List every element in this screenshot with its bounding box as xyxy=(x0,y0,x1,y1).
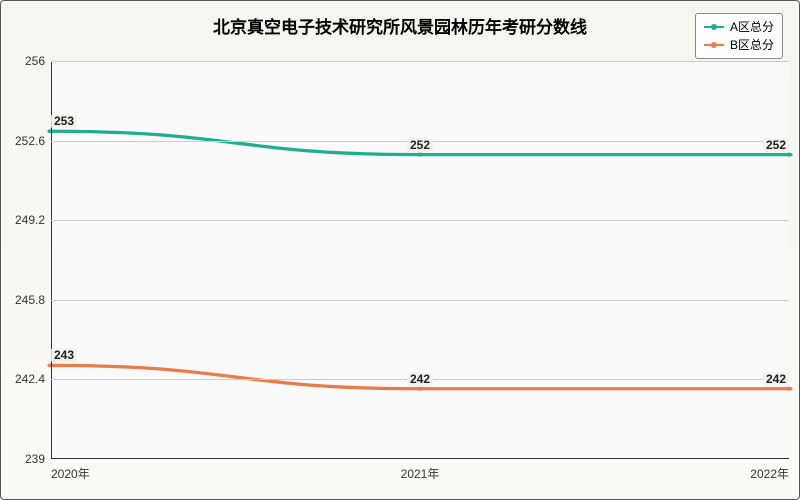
legend-swatch xyxy=(704,26,724,28)
series-marker xyxy=(416,153,423,157)
x-tick-label: 2021年 xyxy=(401,459,440,482)
chart-title: 北京真空电子技术研究所风景园林历年考研分数线 xyxy=(1,13,799,38)
y-tick-label: 252.6 xyxy=(15,134,51,148)
grid-line xyxy=(51,61,789,62)
x-tick-label: 2022年 xyxy=(750,459,789,482)
chart-container: 北京真空电子技术研究所风景园林历年考研分数线 A区总分B区总分 239242.4… xyxy=(0,0,800,500)
y-tick-label: 249.2 xyxy=(15,213,51,227)
y-tick-label: 239 xyxy=(25,452,51,466)
y-tick-label: 242.4 xyxy=(15,372,51,386)
y-tick-label: 256 xyxy=(25,54,51,68)
legend-label: B区总分 xyxy=(730,36,774,54)
series-marker xyxy=(416,387,423,391)
plot-area: 239242.4245.8249.2252.62562020年2021年2022… xyxy=(51,61,789,459)
legend-item: B区总分 xyxy=(704,36,774,54)
legend-swatch xyxy=(704,44,724,46)
series-marker xyxy=(47,363,54,367)
grid-line xyxy=(51,300,789,301)
legend: A区总分B区总分 xyxy=(695,13,783,59)
grid-line xyxy=(51,220,789,221)
point-label: 242 xyxy=(763,372,789,386)
point-label: 252 xyxy=(763,138,789,152)
point-label: 242 xyxy=(407,372,433,386)
y-tick-label: 245.8 xyxy=(15,293,51,307)
line-layer xyxy=(51,61,789,459)
x-tick-label: 2020年 xyxy=(51,459,90,482)
series-marker xyxy=(785,387,792,391)
point-label: 253 xyxy=(51,114,77,128)
point-label: 252 xyxy=(407,138,433,152)
series-marker xyxy=(785,153,792,157)
point-label: 243 xyxy=(51,349,77,363)
legend-label: A区总分 xyxy=(730,18,774,36)
legend-item: A区总分 xyxy=(704,18,774,36)
